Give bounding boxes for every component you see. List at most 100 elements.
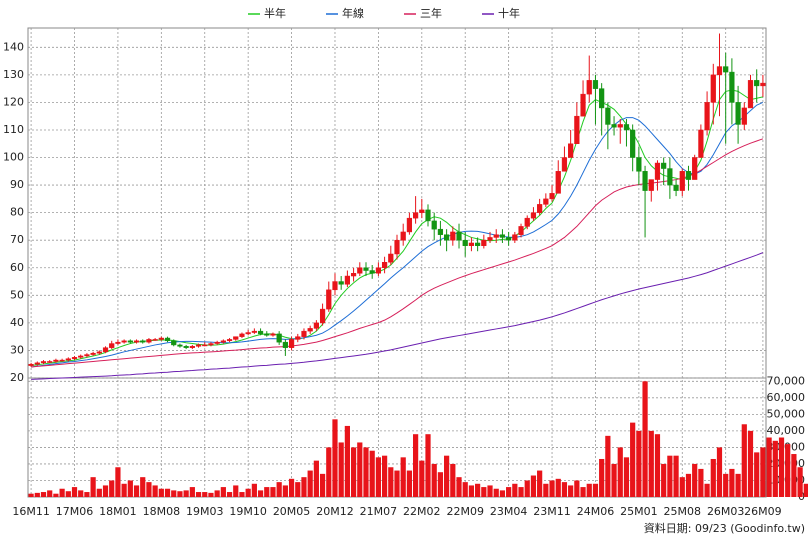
- candle-body: [592, 80, 599, 89]
- volume-bar: [245, 488, 251, 497]
- volume-bar: [189, 487, 195, 497]
- volume-bar: [475, 483, 481, 497]
- candle-body: [630, 129, 636, 158]
- candle-body: [90, 352, 96, 355]
- candle-body: [301, 330, 307, 337]
- volume-bar: [425, 434, 431, 497]
- candle-body: [177, 344, 183, 347]
- candle-body: [586, 80, 592, 95]
- volume-bar: [140, 477, 146, 497]
- volume-bar: [698, 468, 704, 497]
- volume-bar: [34, 492, 40, 497]
- volume-bar: [264, 487, 270, 497]
- volume-bar: [413, 434, 419, 497]
- volume-bar: [543, 483, 549, 497]
- volume-bar: [301, 477, 307, 497]
- volume-bar: [518, 487, 524, 497]
- volume-bar: [406, 470, 413, 497]
- candle-body: [158, 337, 164, 340]
- volume-bar: [90, 477, 96, 497]
- candle-body: [220, 340, 226, 343]
- candle-body: [723, 66, 729, 73]
- x-tick-label: 21M07: [360, 505, 398, 518]
- volume-bar: [338, 442, 344, 497]
- volume-bar: [78, 490, 84, 497]
- volume-bar: [164, 488, 171, 497]
- candle-body: [276, 333, 282, 343]
- candle-body: [146, 339, 152, 343]
- candle-body: [102, 347, 109, 353]
- volume-bar: [747, 430, 754, 497]
- volume-bar: [239, 492, 245, 497]
- y-tick-label: 120: [3, 95, 24, 108]
- y-tick-label: 30: [10, 343, 24, 356]
- candle-body: [233, 336, 239, 340]
- volume-bar: [797, 467, 803, 497]
- candle-body: [127, 340, 133, 343]
- candle-body: [704, 102, 710, 131]
- volume-bar: [65, 491, 71, 497]
- volume-bar: [636, 430, 642, 497]
- x-tick-label: 26M03: [707, 505, 745, 518]
- volume-bar: [313, 460, 319, 497]
- candle-body: [288, 339, 295, 348]
- candle-body: [332, 281, 338, 291]
- volume-bar: [288, 478, 295, 497]
- volume-bar: [121, 483, 127, 497]
- volume-bar: [623, 457, 630, 497]
- y-tick-label: 70: [10, 233, 24, 246]
- y-tick-label: 20: [10, 371, 24, 384]
- candle-body: [425, 209, 431, 222]
- candle-body: [549, 193, 555, 200]
- volume-bar: [214, 490, 220, 497]
- volume-bar: [791, 454, 797, 497]
- candle-body: [140, 340, 146, 343]
- x-tick-label: 17M06: [56, 505, 94, 518]
- candle-body: [257, 330, 264, 335]
- candle-body: [133, 340, 140, 343]
- candle-body: [667, 168, 673, 186]
- volume-bar: [605, 435, 611, 497]
- volume-bar: [735, 473, 741, 497]
- volume-bar: [115, 467, 121, 497]
- volume-bar: [357, 442, 363, 497]
- volume-bar: [592, 483, 599, 497]
- candle-body: [642, 171, 648, 191]
- volume-bar: [778, 437, 785, 497]
- volume-bar: [493, 488, 499, 497]
- y2-tick-label: 40,000: [767, 424, 806, 437]
- candle-body: [381, 262, 388, 269]
- volume-bar: [723, 473, 729, 497]
- x-tick-label: 18M08: [143, 505, 181, 518]
- volume-bar: [673, 455, 679, 497]
- volume-bar: [84, 492, 90, 497]
- volume-bar: [530, 475, 537, 497]
- volume-bar: [462, 482, 468, 497]
- y-tick-label: 80: [10, 206, 24, 219]
- volume-bar: [344, 425, 350, 497]
- volume-bar: [754, 452, 760, 497]
- candle-body: [363, 267, 369, 271]
- candle-body: [412, 212, 419, 219]
- volume-bar: [220, 487, 226, 497]
- candle-body: [692, 157, 698, 180]
- candle-body: [344, 275, 350, 285]
- candle-body: [245, 332, 251, 335]
- candle-body: [499, 234, 506, 238]
- candle-body: [568, 143, 574, 158]
- candle-body: [611, 124, 617, 128]
- candle-body: [326, 289, 332, 310]
- volume-bar: [580, 487, 586, 497]
- volume-bar: [481, 487, 487, 497]
- volume-bar: [648, 430, 654, 497]
- x-tick-label: 19M10: [229, 505, 267, 518]
- volume-bar: [363, 447, 369, 497]
- ma-line: [31, 252, 764, 380]
- candle-body: [394, 239, 400, 255]
- volume-bar: [685, 473, 692, 497]
- x-tick-label: 25M08: [664, 505, 702, 518]
- x-tick-label: 22M02: [403, 505, 441, 518]
- volume-bar: [388, 467, 394, 497]
- candle-body: [716, 66, 723, 76]
- candle-body: [512, 234, 518, 241]
